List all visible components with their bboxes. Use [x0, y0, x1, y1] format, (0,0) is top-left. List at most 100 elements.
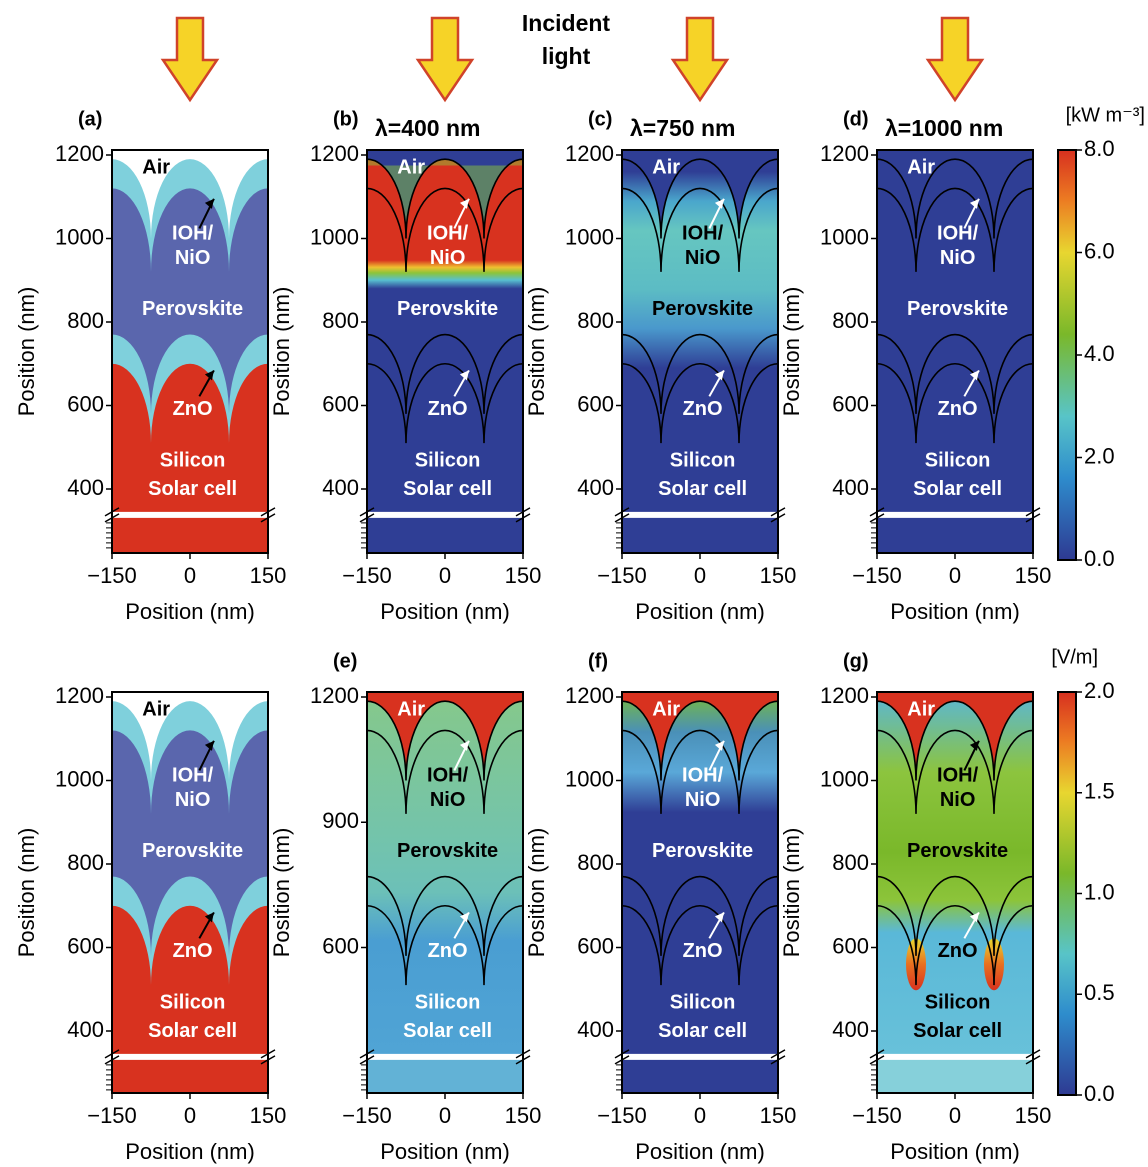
region-label: Solar cell: [148, 1020, 237, 1042]
layer-outline: [366, 158, 524, 239]
air-region: [367, 692, 523, 781]
y-tick-label: 400: [577, 475, 614, 500]
layer-outline: [621, 333, 779, 414]
y-tick-label: 600: [577, 391, 614, 416]
region-label: ZnO: [938, 940, 978, 962]
panel: Air IOH/NiO Perovskite ZnO Silicon Solar cell…: [524, 650, 797, 1164]
x-tick-label: −150: [852, 1103, 902, 1128]
layer-outline: [621, 729, 779, 814]
colorbar-tick-label: 4.0: [1084, 341, 1115, 366]
pointer-arrow-head: [204, 912, 214, 923]
colorbar-tick-label: 1.0: [1084, 879, 1115, 904]
colorbar-tick-label: 0.5: [1084, 980, 1115, 1005]
y-axis-label: Position (nm): [524, 287, 549, 417]
axis-break: [875, 511, 1035, 518]
y-axis-label: Position (nm): [269, 828, 294, 958]
pointer-arrow-head: [969, 370, 979, 381]
x-axis-label: Position (nm): [890, 599, 1020, 624]
incident-arrow: [415, 16, 475, 103]
x-axis-label: Position (nm): [125, 1139, 255, 1164]
axis-break: [110, 1053, 270, 1060]
region-label: Solar cell: [403, 478, 492, 500]
y-axis-label: Position (nm): [269, 287, 294, 417]
region-label: ZnO: [428, 940, 468, 962]
layer-outline: [876, 875, 1034, 956]
pointer-arrow-head: [459, 198, 469, 209]
y-tick-label: 800: [577, 308, 614, 333]
x-axis-label: Position (nm): [890, 1139, 1020, 1164]
region-label: Silicon: [415, 991, 481, 1013]
colorbar-tick-label: 2.0: [1084, 443, 1115, 468]
y-tick-label: 400: [67, 1017, 104, 1042]
x-tick-label: 150: [505, 1103, 542, 1128]
header-title: light: [542, 43, 591, 69]
y-tick-label: 1200: [310, 141, 359, 166]
region-label: NiO: [175, 789, 211, 811]
panel-title: λ=750 nm: [630, 115, 736, 141]
y-tick-label: 1000: [55, 224, 104, 249]
region-label: Silicon: [415, 449, 481, 471]
region-label: Perovskite: [397, 840, 498, 862]
x-tick-label: 0: [439, 1103, 451, 1128]
layer-outline: [876, 700, 1034, 781]
x-tick-label: 0: [184, 563, 196, 588]
header-title: Incident: [522, 10, 611, 36]
region-label: Air: [652, 157, 680, 179]
region-label: Perovskite: [907, 298, 1008, 320]
region-label: NiO: [685, 789, 721, 811]
panel: Air IOH/NiO Perovskite ZnO Silicon Solar cell…: [269, 650, 542, 1164]
region-label: Silicon: [925, 449, 991, 471]
colorbar-tick-label: 8.0: [1084, 136, 1115, 161]
panel: Air IOH/NiO Perovskite ZnO Silicon Solar cell…: [779, 650, 1052, 1164]
panel: Air IOH/NiO Perovskite ZnO Silicon Solar cell…: [14, 108, 287, 624]
colorbar-tick-label: 1.5: [1084, 779, 1115, 804]
x-tick-label: 0: [694, 563, 706, 588]
x-tick-label: 0: [694, 1103, 706, 1128]
y-tick-label: 900: [322, 808, 359, 833]
y-tick-label: 1000: [565, 766, 614, 791]
x-tick-label: 150: [1015, 563, 1052, 588]
layer-outline: [876, 333, 1034, 414]
colorbar-tick-label: 0.0: [1084, 1081, 1115, 1106]
pointer-arrow-head: [459, 370, 469, 381]
pointer-arrow-head: [459, 912, 469, 923]
region-label: Solar cell: [148, 478, 237, 500]
pointer-arrow-head: [714, 740, 724, 751]
region-label: NiO: [175, 247, 211, 269]
y-tick-label: 1000: [820, 766, 869, 791]
region-label: ZnO: [173, 940, 213, 962]
x-tick-label: 0: [184, 1103, 196, 1128]
layer-outline: [366, 904, 524, 986]
y-tick-label: 600: [577, 933, 614, 958]
region-label: IOH/: [682, 223, 724, 245]
layer-outline: [876, 729, 1034, 814]
axis-break: [620, 511, 780, 518]
region-label: IOH/: [937, 223, 979, 245]
layer-outline: [621, 158, 779, 239]
substrate: [112, 514, 268, 553]
region-label: Perovskite: [652, 298, 753, 320]
panel: Air IOH/NiO Perovskite ZnO Silicon Solar cell…: [779, 108, 1052, 624]
x-tick-label: −150: [87, 563, 137, 588]
region-label: NiO: [940, 789, 976, 811]
region-label: Solar cell: [913, 478, 1002, 500]
region-label: NiO: [430, 247, 466, 269]
region-label: Perovskite: [142, 298, 243, 320]
axis-break: [365, 1053, 525, 1060]
layer-outline: [621, 875, 779, 956]
y-tick-label: 600: [67, 391, 104, 416]
x-tick-label: 150: [250, 1103, 287, 1128]
colorbar: [1057, 691, 1077, 1096]
air-region: [622, 692, 778, 781]
x-tick-label: −150: [852, 563, 902, 588]
pointer-arrow-head: [714, 370, 724, 381]
substrate: [877, 514, 1033, 553]
y-tick-label: 1200: [55, 141, 104, 166]
x-tick-label: 0: [439, 563, 451, 588]
region-label: Silicon: [670, 449, 736, 471]
layer-outline: [876, 158, 1034, 239]
colorbar-unit: [V/m]: [1051, 646, 1098, 668]
x-axis-label: Position (nm): [380, 599, 510, 624]
y-axis-label: Position (nm): [524, 828, 549, 958]
x-tick-label: 0: [949, 563, 961, 588]
